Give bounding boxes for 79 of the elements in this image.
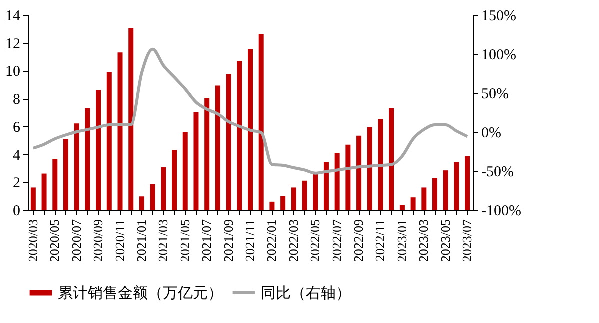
y2-tick-label: 50% — [482, 86, 509, 102]
y-tick-label: 4 — [13, 148, 21, 164]
bar — [63, 138, 68, 210]
bar — [248, 49, 253, 210]
bar — [237, 60, 242, 210]
y-tick-label: 0 — [13, 204, 20, 220]
x-tick-label: 2021/01 — [134, 220, 149, 262]
bar — [96, 90, 102, 210]
bar — [161, 168, 166, 210]
bar — [106, 72, 112, 210]
bar — [204, 98, 210, 210]
x-tick-label: 2022/07 — [329, 219, 344, 262]
x-tick-label: 2020/11 — [112, 220, 128, 262]
bar — [215, 86, 220, 210]
y2-tick-label: -50% — [482, 164, 514, 180]
x-tick-label: 2021/07 — [199, 219, 214, 262]
x-tick-label: 2023/03 — [416, 220, 432, 262]
y-tick-label: 12 — [6, 36, 20, 52]
x-tick-label: 2021/05 — [177, 220, 192, 262]
bar — [226, 74, 232, 210]
x-tick-label: 2022/03 — [286, 220, 301, 262]
legend-label: 累计销售金额（万亿元） — [58, 285, 223, 302]
x-tick-label: 2020/09 — [90, 220, 106, 262]
bar — [194, 112, 199, 210]
bar — [280, 196, 286, 210]
bar — [302, 180, 308, 210]
y-tick-label: 6 — [13, 120, 21, 136]
bar — [346, 144, 351, 210]
bar — [378, 119, 384, 210]
x-tick-label: 2020/05 — [47, 220, 62, 262]
x-tick-label: 2021/03 — [156, 220, 171, 262]
bar — [85, 108, 90, 210]
x-tick-label: 2023/05 — [438, 220, 453, 262]
y2-tick-label: 100% — [482, 48, 516, 64]
bar — [454, 162, 460, 210]
bar — [42, 174, 47, 210]
bar — [258, 34, 264, 210]
x-tick-label: 2022/11 — [372, 220, 388, 262]
bar — [389, 108, 394, 210]
bar — [30, 188, 36, 210]
bar — [118, 52, 123, 210]
x-tick-label: 2022/05 — [308, 220, 323, 262]
bar — [74, 124, 80, 210]
x-tick-label: 2022/01 — [264, 220, 280, 262]
bar — [422, 188, 427, 210]
bar — [443, 170, 448, 210]
bar — [313, 174, 318, 210]
y-tick-label: 14 — [6, 8, 21, 24]
bar — [139, 196, 144, 210]
bar — [367, 128, 372, 210]
bar — [270, 202, 275, 210]
bar — [432, 178, 438, 210]
y2-tick-label: -100% — [482, 204, 522, 220]
bar — [324, 162, 329, 210]
y-tick-label: 8 — [13, 92, 20, 108]
y-tick-label: 10 — [6, 64, 20, 80]
x-tick-label: 2023/01 — [394, 220, 410, 262]
y-tick-label: 2 — [13, 176, 20, 192]
bar — [291, 188, 296, 210]
x-tick-label: 2020/03 — [25, 220, 40, 262]
y2-tick-label: 150% — [482, 8, 516, 24]
x-tick-label: 2021/09 — [220, 220, 236, 262]
line-series — [32, 48, 470, 175]
bar — [150, 184, 156, 210]
x-tick-label: 2020/07 — [68, 219, 84, 262]
y2-tick-label: 0% — [482, 126, 502, 142]
x-tick-label: 2022/09 — [351, 220, 366, 262]
bar — [334, 153, 340, 210]
legend-label: 同比（右轴） — [261, 285, 351, 302]
bar — [410, 198, 416, 210]
bar — [172, 150, 178, 210]
bar — [400, 204, 405, 210]
bar — [128, 28, 134, 210]
bar — [356, 136, 362, 210]
bar — [182, 132, 188, 210]
bar — [52, 159, 58, 210]
x-tick-label: 2023/07 — [460, 219, 475, 262]
x-tick-label: 2021/11 — [242, 220, 258, 262]
bar — [465, 156, 470, 210]
